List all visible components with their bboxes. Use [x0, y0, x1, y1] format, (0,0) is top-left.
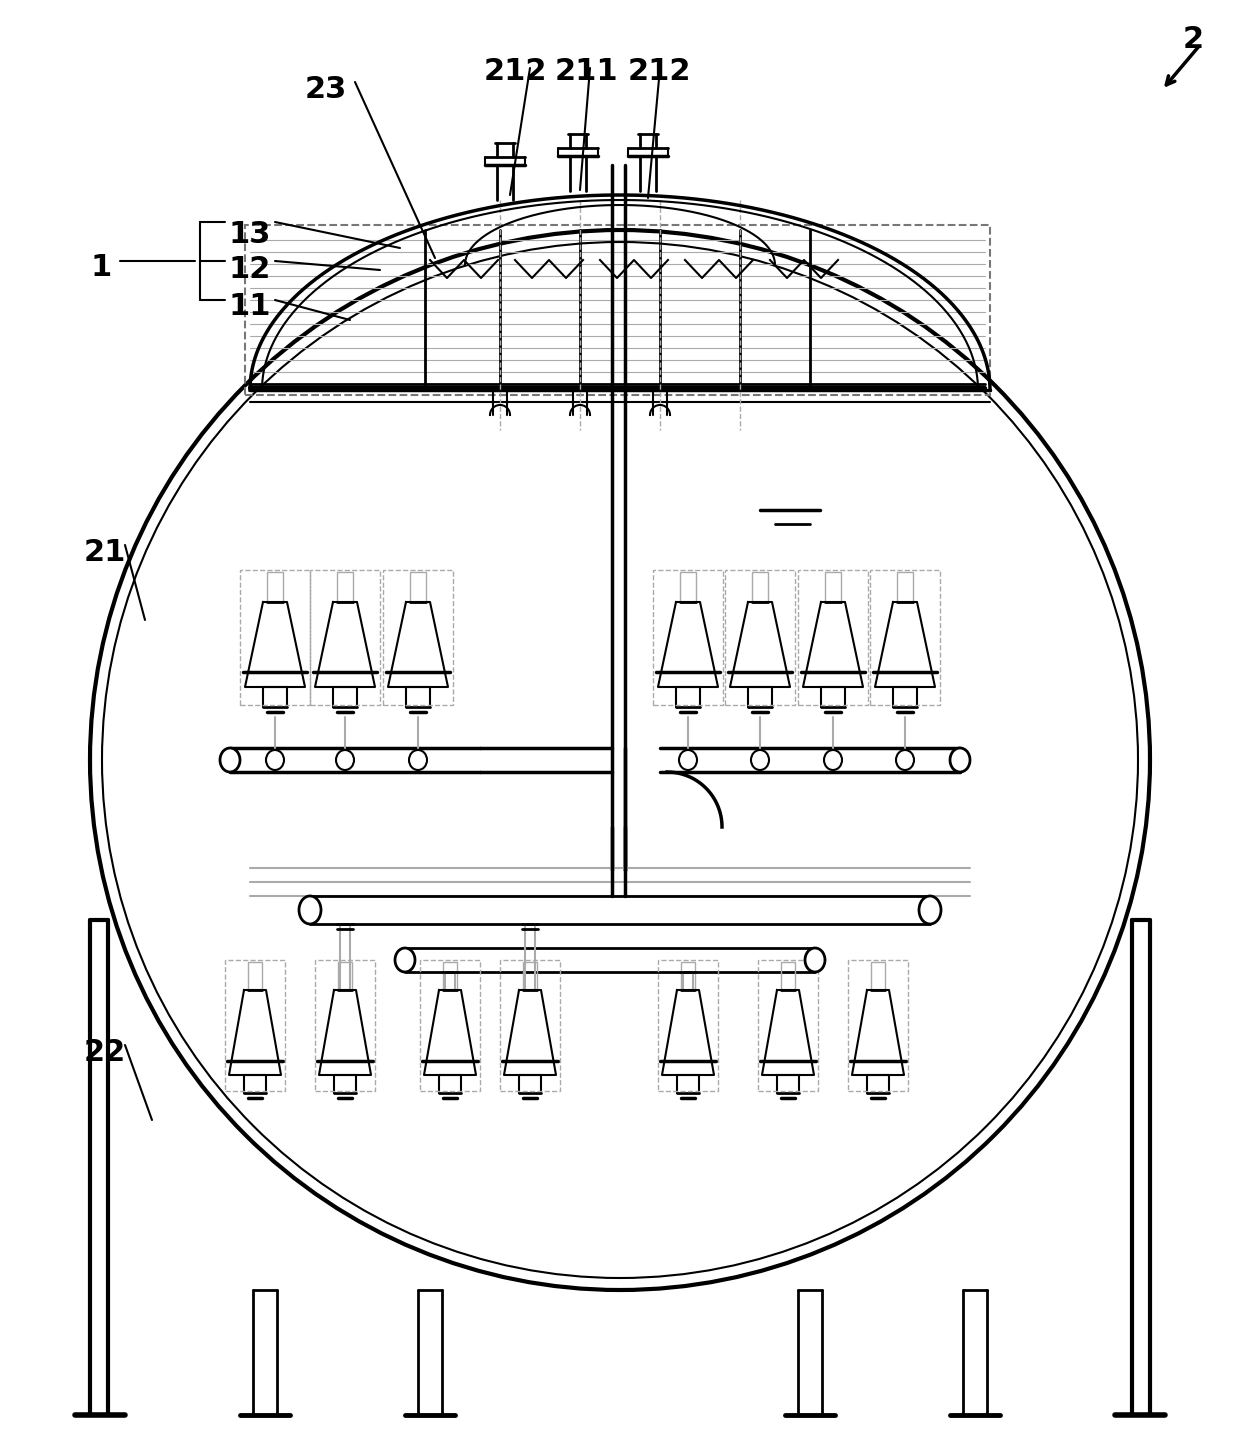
Bar: [870, 569, 940, 706]
Ellipse shape: [267, 750, 284, 770]
Text: 211: 211: [556, 57, 619, 86]
Bar: [725, 569, 795, 706]
Bar: [337, 572, 353, 602]
Ellipse shape: [950, 749, 970, 771]
Text: 12: 12: [228, 255, 270, 284]
Bar: [500, 959, 560, 1091]
Text: 11: 11: [228, 293, 270, 321]
Text: 21: 21: [84, 538, 126, 566]
Bar: [241, 569, 310, 706]
Bar: [224, 959, 285, 1091]
Bar: [751, 572, 768, 602]
Ellipse shape: [751, 750, 769, 770]
Ellipse shape: [805, 948, 825, 972]
Text: 1: 1: [91, 252, 112, 282]
Bar: [870, 962, 885, 989]
Bar: [781, 962, 795, 989]
Ellipse shape: [919, 896, 941, 923]
Text: 13: 13: [228, 219, 270, 250]
Bar: [758, 959, 818, 1091]
Bar: [443, 962, 458, 989]
Bar: [681, 962, 694, 989]
Bar: [248, 962, 262, 989]
Bar: [825, 572, 841, 602]
Bar: [267, 572, 283, 602]
Bar: [799, 569, 868, 706]
Bar: [420, 959, 480, 1091]
Ellipse shape: [680, 750, 697, 770]
Text: 23: 23: [305, 75, 347, 105]
Bar: [339, 962, 352, 989]
Ellipse shape: [219, 749, 241, 771]
Ellipse shape: [336, 750, 353, 770]
Bar: [653, 569, 723, 706]
Ellipse shape: [409, 750, 427, 770]
Bar: [680, 572, 696, 602]
Bar: [410, 572, 427, 602]
Ellipse shape: [897, 750, 914, 770]
Ellipse shape: [825, 750, 842, 770]
Text: 212: 212: [627, 57, 692, 86]
Text: 212: 212: [484, 57, 548, 86]
Bar: [523, 962, 537, 989]
Text: 2: 2: [1183, 24, 1204, 54]
Bar: [383, 569, 453, 706]
Bar: [897, 572, 913, 602]
Text: 22: 22: [84, 1038, 126, 1067]
Bar: [658, 959, 718, 1091]
Ellipse shape: [396, 948, 415, 972]
Bar: [848, 959, 908, 1091]
Ellipse shape: [299, 896, 321, 923]
Bar: [315, 959, 374, 1091]
Bar: [310, 569, 379, 706]
Bar: [246, 225, 990, 394]
